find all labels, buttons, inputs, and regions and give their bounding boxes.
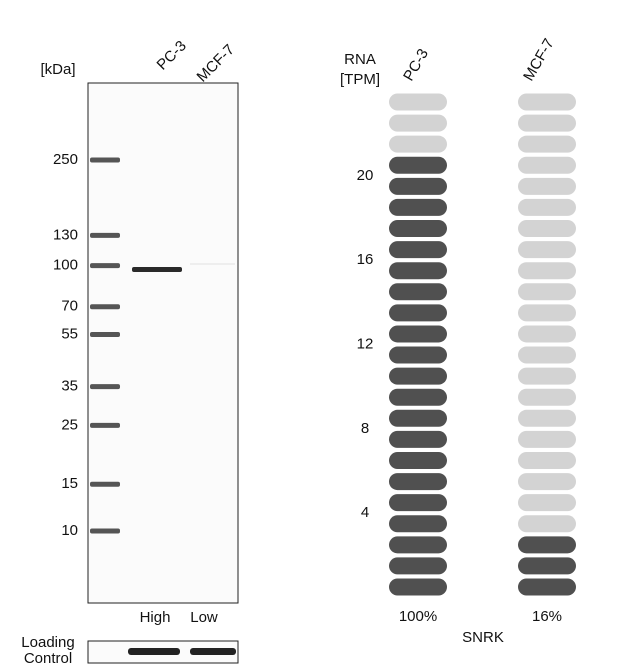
marker-label: 35 bbox=[61, 378, 78, 395]
tile-empty bbox=[518, 283, 576, 301]
tile-filled bbox=[389, 388, 447, 406]
loading-band bbox=[190, 648, 236, 655]
tile-filled bbox=[389, 283, 447, 301]
marker-label: 15 bbox=[61, 475, 78, 492]
tile-empty bbox=[518, 515, 576, 533]
tile-filled bbox=[389, 198, 447, 216]
tile-empty bbox=[518, 93, 576, 111]
tile-filled bbox=[389, 473, 447, 491]
blot-frame bbox=[87, 82, 239, 604]
tile-filled bbox=[389, 557, 447, 575]
tile-empty bbox=[389, 93, 447, 111]
marker-label: 70 bbox=[61, 298, 78, 315]
tile-empty bbox=[389, 135, 447, 153]
tile-filled bbox=[389, 367, 447, 385]
marker-label: 250 bbox=[53, 151, 78, 168]
tick-label: 12 bbox=[357, 335, 374, 352]
lane-level: High bbox=[140, 609, 171, 626]
tile-empty bbox=[518, 135, 576, 153]
tile-filled bbox=[389, 430, 447, 448]
tick-label: 4 bbox=[361, 504, 369, 521]
tile-empty bbox=[518, 325, 576, 343]
tile-filled bbox=[518, 557, 576, 575]
tick-label: 16 bbox=[357, 251, 374, 268]
tile-filled bbox=[389, 177, 447, 195]
tile-empty bbox=[518, 388, 576, 406]
tile-filled bbox=[389, 346, 447, 364]
rna-header: RNA bbox=[344, 51, 376, 68]
tile-filled bbox=[389, 451, 447, 469]
loading-label: Control bbox=[24, 650, 72, 666]
tile-empty bbox=[518, 451, 576, 469]
column-label: MCF-7 bbox=[520, 36, 558, 84]
tile-empty bbox=[518, 241, 576, 259]
tile-filled bbox=[389, 241, 447, 259]
tile-empty bbox=[518, 494, 576, 512]
tile-filled bbox=[389, 409, 447, 427]
tile-filled bbox=[389, 494, 447, 512]
loading-label: Loading bbox=[21, 634, 74, 651]
ladder-band bbox=[90, 384, 120, 390]
tile-filled bbox=[389, 262, 447, 280]
tile-empty bbox=[518, 430, 576, 448]
ladder-band bbox=[90, 232, 120, 238]
tile-filled bbox=[518, 536, 576, 554]
ladder-band bbox=[90, 304, 120, 310]
tile-filled bbox=[389, 304, 447, 322]
tile-filled bbox=[389, 536, 447, 554]
ladder-band bbox=[90, 263, 120, 269]
blot-band-faint bbox=[190, 263, 235, 265]
tile-empty bbox=[518, 114, 576, 132]
loading-band bbox=[128, 648, 180, 655]
tick-label: 20 bbox=[357, 167, 374, 184]
tile-filled bbox=[389, 578, 447, 596]
column-label: PC-3 bbox=[400, 46, 432, 84]
marker-label: 55 bbox=[61, 325, 78, 342]
tile-filled bbox=[518, 578, 576, 596]
ladder-band bbox=[90, 422, 120, 428]
tile-filled bbox=[389, 156, 447, 174]
marker-label: 130 bbox=[53, 226, 78, 243]
tile-filled bbox=[389, 515, 447, 533]
marker-label: 25 bbox=[61, 416, 78, 433]
lane-level: Low bbox=[190, 609, 218, 626]
tile-filled bbox=[389, 220, 447, 238]
tile-empty bbox=[518, 156, 576, 174]
tick-label: 8 bbox=[361, 420, 369, 437]
tile-empty bbox=[518, 304, 576, 322]
tile-empty bbox=[518, 177, 576, 195]
tile-empty bbox=[518, 346, 576, 364]
ladder-band bbox=[90, 157, 120, 163]
ladder-band bbox=[90, 332, 120, 338]
tile-empty bbox=[518, 220, 576, 238]
ladder-band bbox=[90, 528, 120, 534]
unit-label: [kDa] bbox=[40, 61, 75, 78]
lane-label: PC-3 bbox=[154, 37, 190, 73]
tile-empty bbox=[518, 367, 576, 385]
blot-band bbox=[132, 267, 182, 272]
ladder-band bbox=[90, 481, 120, 487]
lane-label: MCF-7 bbox=[194, 41, 238, 85]
tile-empty bbox=[518, 262, 576, 280]
tile-empty bbox=[389, 114, 447, 132]
gene-name: SNRK bbox=[462, 629, 504, 646]
tile-empty bbox=[518, 409, 576, 427]
tile-empty bbox=[518, 198, 576, 216]
tile-empty bbox=[518, 473, 576, 491]
rna-header: [TPM] bbox=[340, 71, 380, 88]
column-pct: 100% bbox=[399, 608, 437, 625]
tile-filled bbox=[389, 325, 447, 343]
marker-label: 100 bbox=[53, 257, 78, 274]
column-pct: 16% bbox=[532, 608, 562, 625]
marker-label: 10 bbox=[61, 522, 78, 539]
